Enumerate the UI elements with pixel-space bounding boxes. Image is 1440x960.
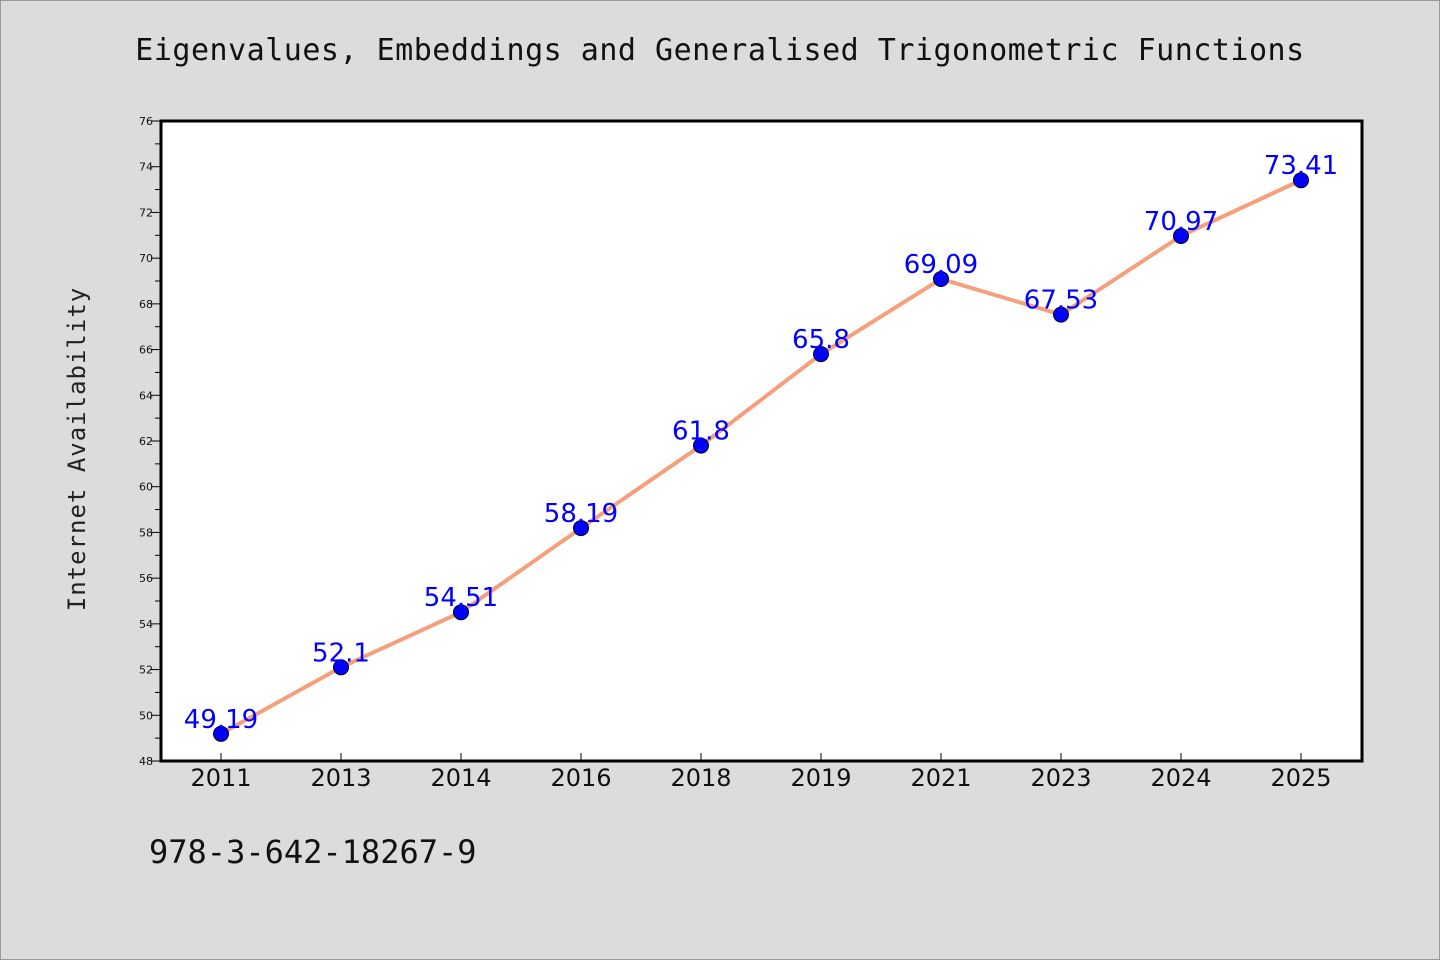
plot-area [159,119,1364,763]
data-label: 61.8 [672,417,730,447]
x-tick-label: 2014 [430,764,491,792]
data-label: 70.97 [1144,207,1218,237]
data-point [1173,227,1189,244]
series-group [213,172,1309,742]
chart-title: Eigenvalues, Embeddings and Generalised … [135,33,1305,68]
y-tick-label: 68 [139,298,153,311]
x-tick-label: 2024 [1150,764,1211,792]
y-tick-label: 56 [139,572,153,585]
data-label: 73.41 [1264,151,1338,181]
x-tick-label: 2011 [190,764,251,792]
y-tick-label: 48 [139,755,153,768]
x-tick-label: 2013 [310,764,371,792]
data-point [813,346,829,363]
series-line [220,178,1302,736]
data-label: 52.1 [312,638,370,668]
y-tick-label: 76 [139,115,153,128]
y-tick-label: 66 [139,344,153,357]
x-tick-label: 2019 [790,764,851,792]
data-label: 69.09 [904,250,978,280]
y-tick-label: 54 [139,618,153,631]
data-label: 54.51 [424,583,498,613]
data-point [1053,306,1069,323]
y-tick-label: 62 [139,435,153,448]
y-axis: 48 50 52 54 56 58 60 62 64 66 68 70 72 74 76 [139,115,161,768]
data-point [933,270,949,287]
x-tick-label: 2023 [1030,764,1091,792]
x-tick-label: 2021 [910,764,971,792]
x-tick-label: 2016 [550,764,611,792]
y-tick-label: 72 [139,206,153,219]
data-point [453,604,469,621]
data-point [693,437,709,454]
y-tick-label: 50 [139,709,153,722]
data-point [333,659,349,676]
data-point [573,520,589,537]
y-tick-label: 64 [139,389,153,402]
y-tick-label: 70 [139,252,153,265]
data-point [213,725,229,742]
data-label: 49.19 [184,705,258,735]
x-axis: 2011 2013 2014 2016 2018 2019 2021 2023 2024 2025 [190,753,1332,792]
data-label: 65.8 [792,325,850,355]
data-labels-group: 49.19 52.1 54.51 58.19 61.8 65.8 69.09 67.53 70.… [184,151,1338,735]
y-tick-label: 52 [139,664,153,677]
data-point [1293,172,1309,189]
data-label: 58.19 [544,499,618,529]
y-tick-label: 60 [139,481,153,494]
data-label: 67.53 [1024,286,1098,316]
y-tick-label: 58 [139,526,153,539]
x-tick-label: 2025 [1270,764,1331,792]
y-tick-label: 74 [139,161,153,174]
x-tick-label: 2018 [670,764,731,792]
footer-isbn: 978-3-642-18267-9 [149,833,477,871]
